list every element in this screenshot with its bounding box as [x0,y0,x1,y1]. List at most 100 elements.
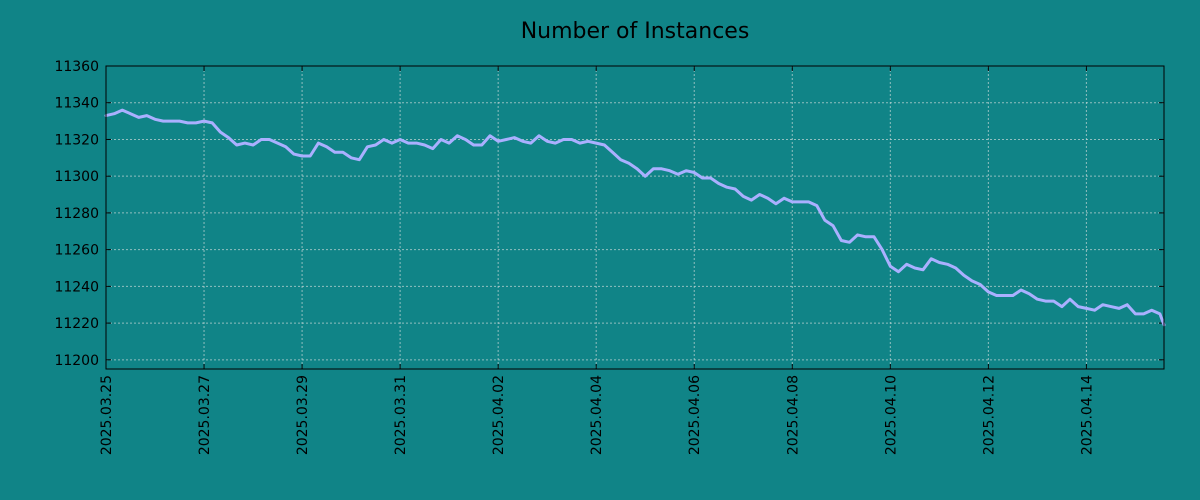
data-point [914,267,916,269]
data-point [235,144,238,146]
data-point [783,197,785,199]
data-point [726,186,728,188]
data-point [922,269,924,271]
data-point [636,168,638,170]
data-point [1159,313,1161,315]
data-point [342,151,344,154]
data-point [775,202,777,205]
y-tick-label: 11260 [54,243,99,259]
data-point [252,144,254,146]
x-tick-label: 2025.03.31 [393,375,409,455]
data-point [791,201,794,203]
data-point [865,236,867,238]
data-point [186,122,189,124]
data-point [334,151,336,154]
data-point [293,153,295,155]
data-point [603,144,606,146]
data-point [1134,313,1137,315]
data-point [301,155,303,157]
data-point [481,144,483,146]
data-point [995,294,998,297]
data-point [546,140,548,143]
data-point [440,138,442,141]
grid [105,65,1164,369]
data-point [162,120,164,122]
axis-ticks: 11200 11220 11240 11260 11280 11300 11320 11340… [54,59,1164,455]
data-point [284,146,287,148]
data-point [146,114,148,117]
data-point [1044,300,1047,302]
data-point [881,248,883,251]
data-point [178,120,181,122]
series-group [104,108,1166,327]
x-tick-label: 2025.04.14 [1079,375,1095,455]
data-point [799,201,802,203]
data-point [979,283,981,286]
data-point [734,188,736,190]
data-point [1101,303,1104,306]
data-point [211,122,213,124]
data-point [317,142,320,144]
data-point [489,135,491,137]
data-point [513,136,516,139]
data-point [628,162,630,165]
data-point [1028,292,1030,295]
data-point [652,168,655,170]
data-point [619,158,622,161]
data-point [750,199,753,201]
data-point [358,158,361,161]
data-point [685,169,687,172]
series-line-0 [104,108,1166,327]
data-point [448,142,450,144]
data-point [383,138,385,141]
data-point [758,193,761,196]
data-point [1142,313,1145,315]
data-point [432,147,434,150]
data-point [963,274,965,277]
data-point [717,182,720,185]
data-point [391,142,393,144]
y-tick-label: 11300 [54,169,99,185]
data-point [693,171,695,174]
data-point [1126,303,1128,306]
data-point [472,144,475,146]
data-point [538,135,540,137]
data-point [521,140,524,143]
x-tick-label: 2025.04.08 [785,375,801,455]
data-point [219,131,222,133]
data-point [1093,309,1096,312]
data-point [889,265,892,268]
data-point [897,270,900,273]
x-tick-label: 2025.03.25 [99,375,115,455]
y-tick-label: 11280 [54,206,99,222]
data-point [407,142,410,144]
data-point [366,146,369,148]
data-point [203,120,205,122]
data-point [938,261,941,264]
data-point [832,225,834,227]
x-tick-label: 2025.04.02 [491,375,507,455]
x-tick-label: 2025.04.10 [883,375,899,455]
data-point [530,142,532,144]
data-point [170,120,173,122]
data-point [244,142,246,144]
data-point [668,169,671,172]
data-point [905,263,908,266]
data-point [1077,305,1079,308]
y-tick-label: 11240 [54,279,99,295]
data-point [701,177,704,179]
y-tick-label: 11340 [54,96,99,112]
chart-title: Number of Instances [521,19,750,44]
data-point [856,234,859,236]
data-point [554,142,557,144]
data-point [930,258,932,260]
data-point [505,138,508,141]
data-point [350,157,352,159]
x-tick-label: 2025.04.12 [981,375,997,455]
data-point [873,236,875,238]
plot-frame [105,65,1165,370]
data-point [374,144,377,146]
data-point [824,219,826,222]
data-point [562,138,565,141]
